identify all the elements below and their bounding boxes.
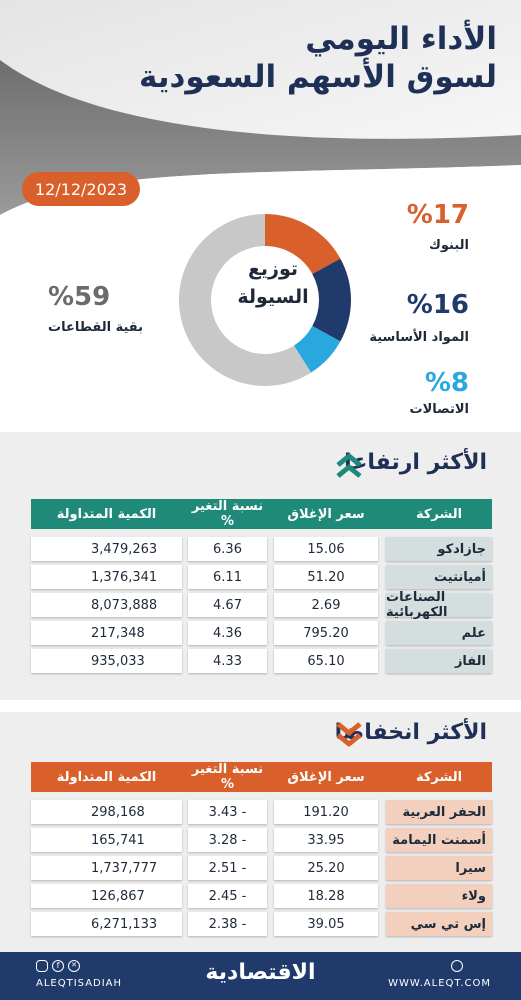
banks-percent: %17 bbox=[406, 200, 469, 230]
footer-bar: f ✕ ALEQTISADIAH الاقتصادية WWW.ALEQT.CO… bbox=[0, 952, 521, 1000]
liquidity-donut-chart bbox=[179, 214, 351, 386]
company-cell: سيرا bbox=[386, 856, 492, 880]
close-cell: 65.10 bbox=[274, 649, 378, 673]
volume-cell: 1,376,341 bbox=[31, 565, 182, 589]
table-row: 1,737,777 2.51 - 25.20 سيرا bbox=[31, 856, 492, 880]
change-cell: 2.38 - bbox=[188, 912, 267, 936]
banks-label: البنوك bbox=[428, 238, 469, 253]
instagram-icon[interactable] bbox=[36, 960, 48, 972]
company-cell: الفاز bbox=[386, 649, 492, 673]
close-cell: 191.20 bbox=[274, 800, 378, 824]
close-cell: 2.69 bbox=[274, 593, 378, 617]
change-cell: 2.45 - bbox=[188, 884, 267, 908]
telecom-label: الاتصالات bbox=[409, 402, 469, 417]
donut-center-line1: توزيع bbox=[247, 258, 299, 280]
page-title-line2: لسوق الأسهم السعودية bbox=[139, 59, 497, 95]
volume-cell: 1,737,777 bbox=[31, 856, 182, 880]
table-row: 126,867 2.45 - 18.28 ولاء bbox=[31, 884, 492, 908]
close-cell: 15.06 bbox=[274, 537, 378, 561]
table-row: 935,033 4.33 65.10 الفاز bbox=[31, 649, 492, 673]
change-cell: 4.36 bbox=[188, 621, 267, 645]
donut-slice-3 bbox=[179, 214, 312, 386]
volume-cell: 3,479,263 bbox=[31, 537, 182, 561]
volume-cell: 298,168 bbox=[31, 800, 182, 824]
col-close: سعر الإغلاق bbox=[287, 506, 365, 522]
website-icon[interactable] bbox=[451, 960, 463, 972]
losers-table-header: الكمية المتداولة نسبة التغير % سعر الإغل… bbox=[31, 762, 492, 792]
table-row: 1,376,341 6.11 51.20 أميانتيت bbox=[31, 565, 492, 589]
col-change: نسبة التغير % bbox=[191, 499, 264, 529]
company-cell: علم bbox=[386, 621, 492, 645]
volume-cell: 935,033 bbox=[31, 649, 182, 673]
others-percent: %59 bbox=[48, 282, 111, 312]
gainers-table-header: الكمية المتداولة نسبة التغير % سعر الإغل… bbox=[31, 499, 492, 529]
table-row: 6,271,133 2.38 - 39.05 إس تي سي bbox=[31, 912, 492, 936]
col-volume: الكمية المتداولة bbox=[56, 506, 157, 522]
donut-center-label: توزيع السيولة bbox=[213, 255, 333, 311]
others-label: بقية القطاعات bbox=[48, 320, 144, 335]
change-cell: 3.43 - bbox=[188, 800, 267, 824]
date-badge: 12/12/2023 bbox=[22, 172, 140, 206]
change-cell: 4.67 bbox=[188, 593, 267, 617]
close-cell: 33.95 bbox=[274, 828, 378, 852]
change-cell: 6.36 bbox=[188, 537, 267, 561]
volume-cell: 165,741 bbox=[31, 828, 182, 852]
social-icons: f ✕ bbox=[36, 960, 80, 972]
donut-slice-2 bbox=[293, 326, 341, 373]
close-cell: 18.28 bbox=[274, 884, 378, 908]
col-company: الشركة bbox=[415, 769, 463, 785]
close-cell: 25.20 bbox=[274, 856, 378, 880]
table-row: 217,348 4.36 795.20 علم bbox=[31, 621, 492, 645]
close-cell: 39.05 bbox=[274, 912, 378, 936]
change-cell: 6.11 bbox=[188, 565, 267, 589]
down-arrows-icon bbox=[336, 722, 362, 747]
materials-percent: %16 bbox=[406, 290, 469, 320]
materials-label: المواد الأساسية bbox=[369, 330, 469, 345]
table-row: 8,073,888 4.67 2.69 الصناعات الكهربائية bbox=[31, 590, 492, 620]
col-close: سعر الإغلاق bbox=[287, 769, 365, 785]
company-cell: جازادكو bbox=[386, 537, 492, 561]
volume-cell: 8,073,888 bbox=[31, 593, 182, 617]
close-cell: 795.20 bbox=[274, 621, 378, 645]
brand-logo: الاقتصادية bbox=[205, 960, 316, 985]
donut-slice-0 bbox=[265, 214, 341, 274]
footer-handle: ALEQTISADIAH bbox=[36, 978, 123, 989]
company-cell: أميانتيت bbox=[386, 565, 492, 589]
telecom-percent: %8 bbox=[424, 368, 469, 398]
donut-slice-1 bbox=[312, 258, 351, 342]
company-cell: الحفر العربية bbox=[386, 800, 492, 824]
table-row: 165,741 3.28 - 33.95 أسمنت اليمامة bbox=[31, 828, 492, 852]
up-arrows-icon bbox=[336, 453, 362, 478]
close-cell: 51.20 bbox=[274, 565, 378, 589]
change-cell: 2.51 - bbox=[188, 856, 267, 880]
col-company: الشركة bbox=[415, 506, 463, 522]
change-cell: 3.28 - bbox=[188, 828, 267, 852]
company-cell: ولاء bbox=[386, 884, 492, 908]
x-icon[interactable]: ✕ bbox=[68, 960, 80, 972]
volume-cell: 126,867 bbox=[31, 884, 182, 908]
volume-cell: 6,271,133 bbox=[31, 912, 182, 936]
company-cell: الصناعات الكهربائية bbox=[386, 590, 492, 620]
table-row: 3,479,263 6.36 15.06 جازادكو bbox=[31, 537, 492, 561]
volume-cell: 217,348 bbox=[31, 621, 182, 645]
donut-segments bbox=[179, 214, 351, 386]
company-cell: أسمنت اليمامة bbox=[386, 828, 492, 852]
col-volume: الكمية المتداولة bbox=[56, 769, 157, 785]
company-cell: إس تي سي bbox=[386, 912, 492, 936]
page-title-line1: الأداء اليومي bbox=[305, 21, 497, 57]
col-change: نسبة التغير % bbox=[191, 762, 264, 792]
facebook-icon[interactable]: f bbox=[52, 960, 64, 972]
gainers-title: الأكثر ارتفاعا bbox=[344, 450, 487, 475]
donut-center-line2: السيولة bbox=[237, 286, 309, 308]
change-cell: 4.33 bbox=[188, 649, 267, 673]
footer-site[interactable]: WWW.ALEQT.COM bbox=[388, 978, 491, 989]
table-row: 298,168 3.43 - 191.20 الحفر العربية bbox=[31, 800, 492, 824]
